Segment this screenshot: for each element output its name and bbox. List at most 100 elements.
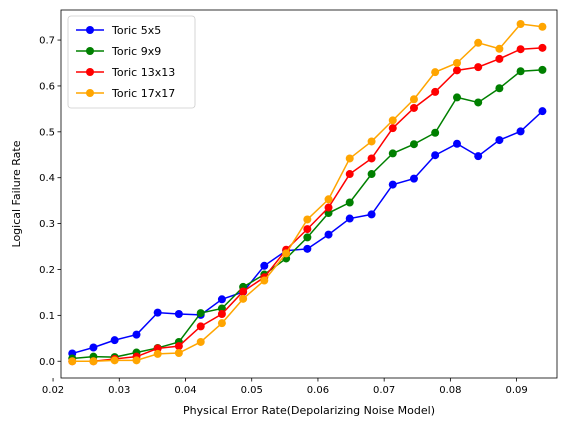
- data-point: [89, 357, 98, 366]
- data-point: [431, 87, 440, 96]
- data-point: [367, 137, 376, 146]
- x-axis: 0.02 0.03 0.04 0.05 0.06 0.07 0.08 0.09: [42, 378, 528, 396]
- data-point: [453, 93, 462, 102]
- data-point: [474, 63, 483, 72]
- y-axis-label: Logical Failure Rate: [10, 140, 23, 247]
- data-point: [409, 140, 418, 149]
- data-point: [303, 215, 312, 224]
- data-point: [68, 357, 77, 366]
- data-point: [409, 103, 418, 112]
- data-point: [324, 209, 333, 218]
- data-point: [388, 116, 397, 125]
- data-point: [474, 98, 483, 107]
- data-point: [324, 230, 333, 239]
- data-point: [153, 349, 162, 358]
- data-point: [345, 154, 354, 163]
- data-point: [217, 309, 226, 318]
- plot-frame: [60, 9, 558, 379]
- data-point: [388, 124, 397, 133]
- data-point: [516, 45, 525, 54]
- legend-label: Toric 5x5: [111, 24, 161, 37]
- data-point: [495, 54, 504, 63]
- legend-item: Toric 5x5: [76, 24, 161, 37]
- data-point: [453, 58, 462, 67]
- data-point: [260, 261, 269, 270]
- data-point: [538, 43, 547, 52]
- data-point: [282, 249, 291, 258]
- y-tick-label: 0.6: [39, 81, 55, 92]
- data-point: [196, 337, 205, 346]
- data-point: [110, 356, 119, 365]
- data-point: [153, 344, 162, 353]
- data-point: [110, 336, 119, 345]
- data-point: [324, 195, 333, 204]
- data-point: [196, 309, 205, 318]
- y-tick-label: 0.1: [39, 311, 55, 322]
- y-tick-label: 0.4: [39, 173, 55, 184]
- legend-label: Toric 9x9: [111, 45, 161, 58]
- data-point: [260, 276, 269, 285]
- data-point: [453, 139, 462, 148]
- data-point: [474, 38, 483, 47]
- data-point: [409, 174, 418, 183]
- data-point: [174, 342, 183, 351]
- data-point: [89, 343, 98, 352]
- data-point: [303, 225, 312, 234]
- y-tick-label: 0.5: [39, 127, 55, 138]
- data-point: [409, 95, 418, 104]
- data-point: [132, 330, 141, 339]
- legend: Toric 5x5 Toric 9x9 Toric 13x13 Toric 17x17: [67, 15, 196, 109]
- y-tick-label: 0.2: [39, 265, 55, 276]
- legend-item: Toric 17x17: [76, 87, 175, 100]
- data-point: [367, 210, 376, 219]
- data-point: [538, 107, 547, 116]
- data-point: [431, 68, 440, 77]
- legend-swatch-marker: [86, 47, 94, 55]
- data-point: [153, 308, 162, 317]
- data-point: [388, 180, 397, 189]
- x-tick-label: 0.06: [307, 385, 329, 396]
- x-axis-label: Physical Error Rate(Depolarizing Noise M…: [183, 404, 435, 417]
- data-point: [495, 84, 504, 93]
- legend-swatch-marker: [86, 68, 94, 76]
- x-tick-label: 0.08: [439, 385, 461, 396]
- x-tick-label: 0.04: [174, 385, 196, 396]
- y-tick-label: 0.3: [39, 219, 55, 230]
- legend-label: Toric 13x13: [111, 66, 175, 79]
- data-point: [538, 22, 547, 31]
- data-point: [174, 309, 183, 318]
- data-point: [217, 295, 226, 304]
- legend-swatch-marker: [86, 89, 94, 97]
- data-point: [431, 128, 440, 137]
- legend-swatch-marker: [86, 26, 94, 34]
- x-tick-label: 0.03: [108, 385, 130, 396]
- data-point: [495, 44, 504, 53]
- data-point: [388, 149, 397, 158]
- data-point: [538, 65, 547, 74]
- x-tick-label: 0.05: [241, 385, 263, 396]
- data-point: [174, 348, 183, 357]
- data-point: [453, 66, 462, 75]
- x-tick-label: 0.09: [505, 385, 527, 396]
- data-point: [217, 319, 226, 328]
- data-point: [239, 287, 248, 296]
- data-point: [345, 170, 354, 179]
- data-point: [495, 136, 504, 145]
- data-point: [367, 170, 376, 179]
- data-point: [196, 322, 205, 331]
- data-point: [239, 294, 248, 303]
- y-tick-label: 0.0: [39, 357, 55, 368]
- data-point: [217, 304, 226, 313]
- y-tick-label: 0.7: [39, 36, 55, 47]
- data-point: [132, 356, 141, 365]
- data-point: [345, 214, 354, 223]
- data-point: [324, 203, 333, 212]
- data-point: [516, 19, 525, 28]
- legend-item: Toric 13x13: [76, 66, 175, 79]
- data-point: [516, 67, 525, 76]
- x-tick-label: 0.02: [42, 385, 64, 396]
- data-point: [367, 154, 376, 163]
- data-point: [303, 244, 312, 253]
- legend-label: Toric 17x17: [111, 87, 175, 100]
